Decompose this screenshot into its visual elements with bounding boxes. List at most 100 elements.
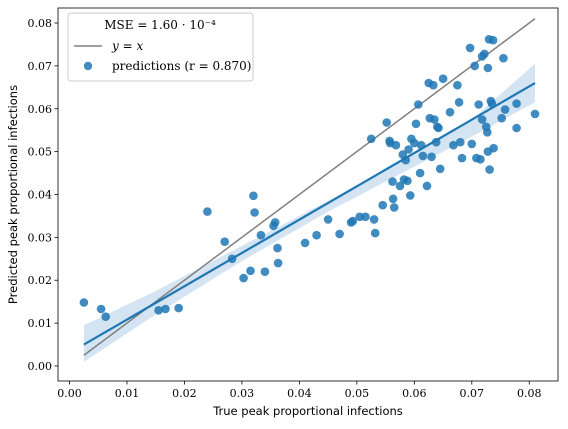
data-point (391, 140, 401, 150)
data-point (366, 134, 376, 144)
data-point (467, 139, 477, 149)
data-point (411, 119, 421, 129)
regression-line (83, 82, 536, 346)
data-point (497, 113, 507, 123)
y-tick-label: 0.01 (28, 317, 53, 330)
data-point (79, 298, 89, 307)
data-point (453, 80, 462, 90)
data-point (427, 152, 436, 162)
data-point (480, 49, 489, 59)
legend-points-swatch (83, 61, 93, 71)
data-point (430, 115, 439, 124)
data-point (361, 212, 370, 222)
legend-entry-identity: y = x (111, 39, 143, 53)
data-point (454, 98, 464, 107)
x-tick-label: 0.04 (287, 387, 312, 400)
data-point (300, 238, 310, 248)
data-point (465, 43, 475, 53)
legend-title: MSE = 1.60 · 10⁻⁴ (104, 18, 216, 32)
y-tick-label: 0.05 (28, 146, 53, 159)
x-tick-label: 0.01 (115, 387, 140, 400)
y-tick-label: 0.03 (28, 231, 53, 244)
data-point (161, 304, 170, 314)
data-point (483, 128, 492, 137)
legend: MSE = 1.60 · 10⁻⁴ y = x predictions (r =… (67, 12, 254, 82)
data-point (388, 194, 398, 204)
x-tick-label: 0.08 (517, 387, 542, 400)
data-point (270, 218, 280, 227)
data-point (456, 137, 465, 147)
data-point (389, 203, 399, 212)
data-point (470, 61, 480, 71)
y-tick-label: 0.04 (28, 189, 53, 202)
data-point (530, 109, 540, 119)
data-point (414, 100, 423, 109)
data-point (312, 230, 321, 240)
data-point (488, 35, 498, 45)
data-point (429, 80, 438, 90)
x-tick-label: 0.05 (345, 387, 370, 400)
data-point (395, 181, 405, 191)
data-point (382, 118, 392, 127)
data-point (250, 208, 259, 217)
x-tick-label: 0.07 (460, 387, 485, 400)
data-point (256, 230, 266, 240)
data-point (335, 229, 344, 239)
data-point (220, 237, 229, 246)
data-point (457, 153, 467, 163)
y-axis-label: Predicted peak proportional infections (6, 85, 20, 304)
y-tick-label: 0.06 (28, 103, 53, 116)
data-point (489, 143, 498, 153)
data-point (474, 100, 484, 109)
data-point (477, 115, 487, 124)
data-point (323, 215, 333, 224)
data-point (239, 273, 248, 283)
data-point (500, 105, 510, 114)
data-point (512, 123, 521, 133)
data-point (435, 164, 445, 174)
data-point (249, 191, 258, 201)
x-axis-label: True peak proportional infections (212, 404, 403, 418)
data-point (512, 99, 521, 108)
data-point (410, 138, 419, 148)
data-point (370, 228, 380, 238)
x-tick-label: 0.00 (57, 387, 82, 400)
data-point (101, 312, 110, 322)
data-point (438, 74, 448, 83)
data-point (378, 200, 388, 210)
legend-box (67, 12, 254, 82)
data-point (348, 216, 358, 226)
data-point (403, 176, 412, 186)
data-point (388, 177, 397, 186)
plot-area (79, 18, 540, 362)
data-point (485, 165, 494, 174)
y-tick-label: 0.08 (28, 17, 53, 30)
identity-line (83, 18, 536, 356)
data-point (260, 267, 270, 277)
data-point (369, 215, 379, 224)
y-tick-label: 0.00 (28, 360, 53, 373)
y-axis-ticks: 0.00 0.01 0.02 0.03 0.04 0.05 0.06 0.07 0.08 (28, 17, 58, 373)
data-point (246, 266, 255, 276)
data-point (449, 140, 458, 150)
data-point (445, 107, 455, 117)
scatter-points (79, 35, 540, 322)
data-point (203, 207, 212, 216)
x-tick-label: 0.06 (402, 387, 427, 400)
data-point (434, 123, 443, 133)
data-point (418, 151, 428, 161)
data-point (273, 258, 283, 268)
data-point (499, 53, 508, 63)
x-axis-ticks: 0.00 0.01 0.02 0.03 0.04 0.05 0.06 0.07 0.08 (57, 381, 542, 400)
x-tick-label: 0.03 (230, 387, 255, 400)
x-tick-label: 0.02 (172, 387, 197, 400)
data-point (154, 306, 163, 315)
legend-entry-predictions: predictions (r = 0.870) (112, 59, 251, 73)
data-point (476, 155, 485, 164)
data-point (96, 304, 106, 314)
data-point (483, 63, 493, 73)
data-point (406, 191, 415, 200)
data-point (404, 145, 413, 154)
data-point (273, 243, 282, 253)
